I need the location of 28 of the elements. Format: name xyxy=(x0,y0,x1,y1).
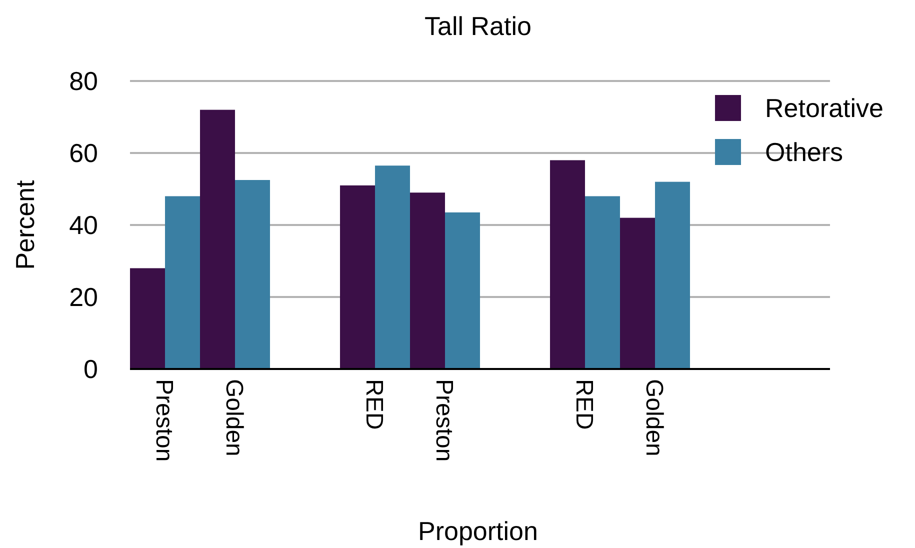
chart-title: Tall Ratio xyxy=(424,11,532,41)
bar xyxy=(375,166,410,369)
bar xyxy=(165,196,200,369)
bar xyxy=(130,268,165,369)
y-axis-title: Percent xyxy=(10,179,40,270)
bar xyxy=(235,180,270,369)
y-tick-label: 20 xyxy=(69,282,98,312)
bar xyxy=(655,182,690,369)
bar xyxy=(410,192,445,369)
legend-label: Retorative xyxy=(765,93,884,124)
x-tick-label: Preston xyxy=(430,379,458,462)
bar xyxy=(550,160,585,369)
x-tick-label: Golden xyxy=(640,379,668,456)
y-tick-label: 0 xyxy=(84,354,98,384)
bar xyxy=(620,218,655,369)
bar xyxy=(585,196,620,369)
x-tick-label: Preston xyxy=(150,379,178,462)
y-tick-label: 80 xyxy=(69,66,98,96)
y-tick-label: 40 xyxy=(69,210,98,240)
y-tick-label: 60 xyxy=(69,138,98,168)
x-tick-label: RED xyxy=(570,379,598,430)
legend-label: Others xyxy=(765,137,844,168)
bar xyxy=(445,212,480,369)
x-tick-label: RED xyxy=(360,379,388,430)
x-tick-label: Golden xyxy=(220,379,248,456)
bar xyxy=(340,185,375,369)
bar xyxy=(200,110,235,369)
x-axis-title: Proportion xyxy=(418,516,538,546)
